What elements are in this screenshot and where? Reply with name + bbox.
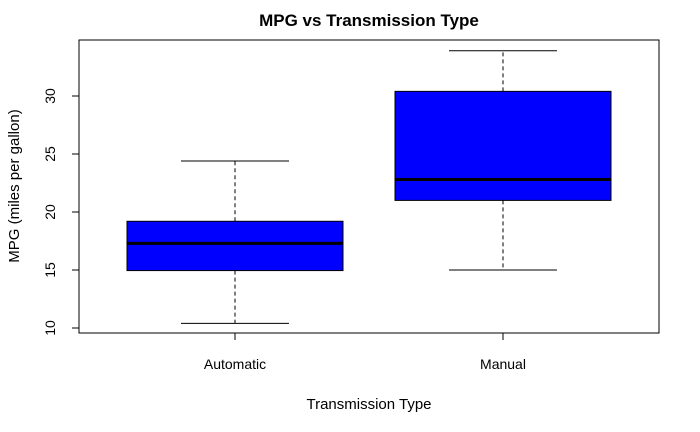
iqr-box-manual — [394, 90, 612, 201]
y-tick-label-10: 10 — [42, 320, 58, 336]
y-axis-label: MPG (miles per gallon) — [6, 109, 23, 262]
y-axis: 10 15 20 25 30 — [42, 88, 80, 336]
y-tick-label-30: 30 — [42, 88, 58, 104]
y-tick-label-15: 15 — [42, 262, 58, 278]
x-tick-label-automatic: Automatic — [204, 356, 266, 372]
box-automatic — [126, 160, 344, 324]
box-manual — [394, 50, 612, 271]
chart-title: MPG vs Transmission Type — [259, 11, 479, 30]
y-tick-label-20: 20 — [42, 204, 58, 220]
x-tick-label-manual: Manual — [480, 356, 526, 372]
x-axis-label: Transmission Type — [306, 396, 431, 413]
iqr-box-automatic — [126, 220, 344, 272]
x-axis: Automatic Manual — [204, 332, 526, 372]
y-tick-label-25: 25 — [42, 146, 58, 162]
chart-marks — [126, 50, 612, 324]
